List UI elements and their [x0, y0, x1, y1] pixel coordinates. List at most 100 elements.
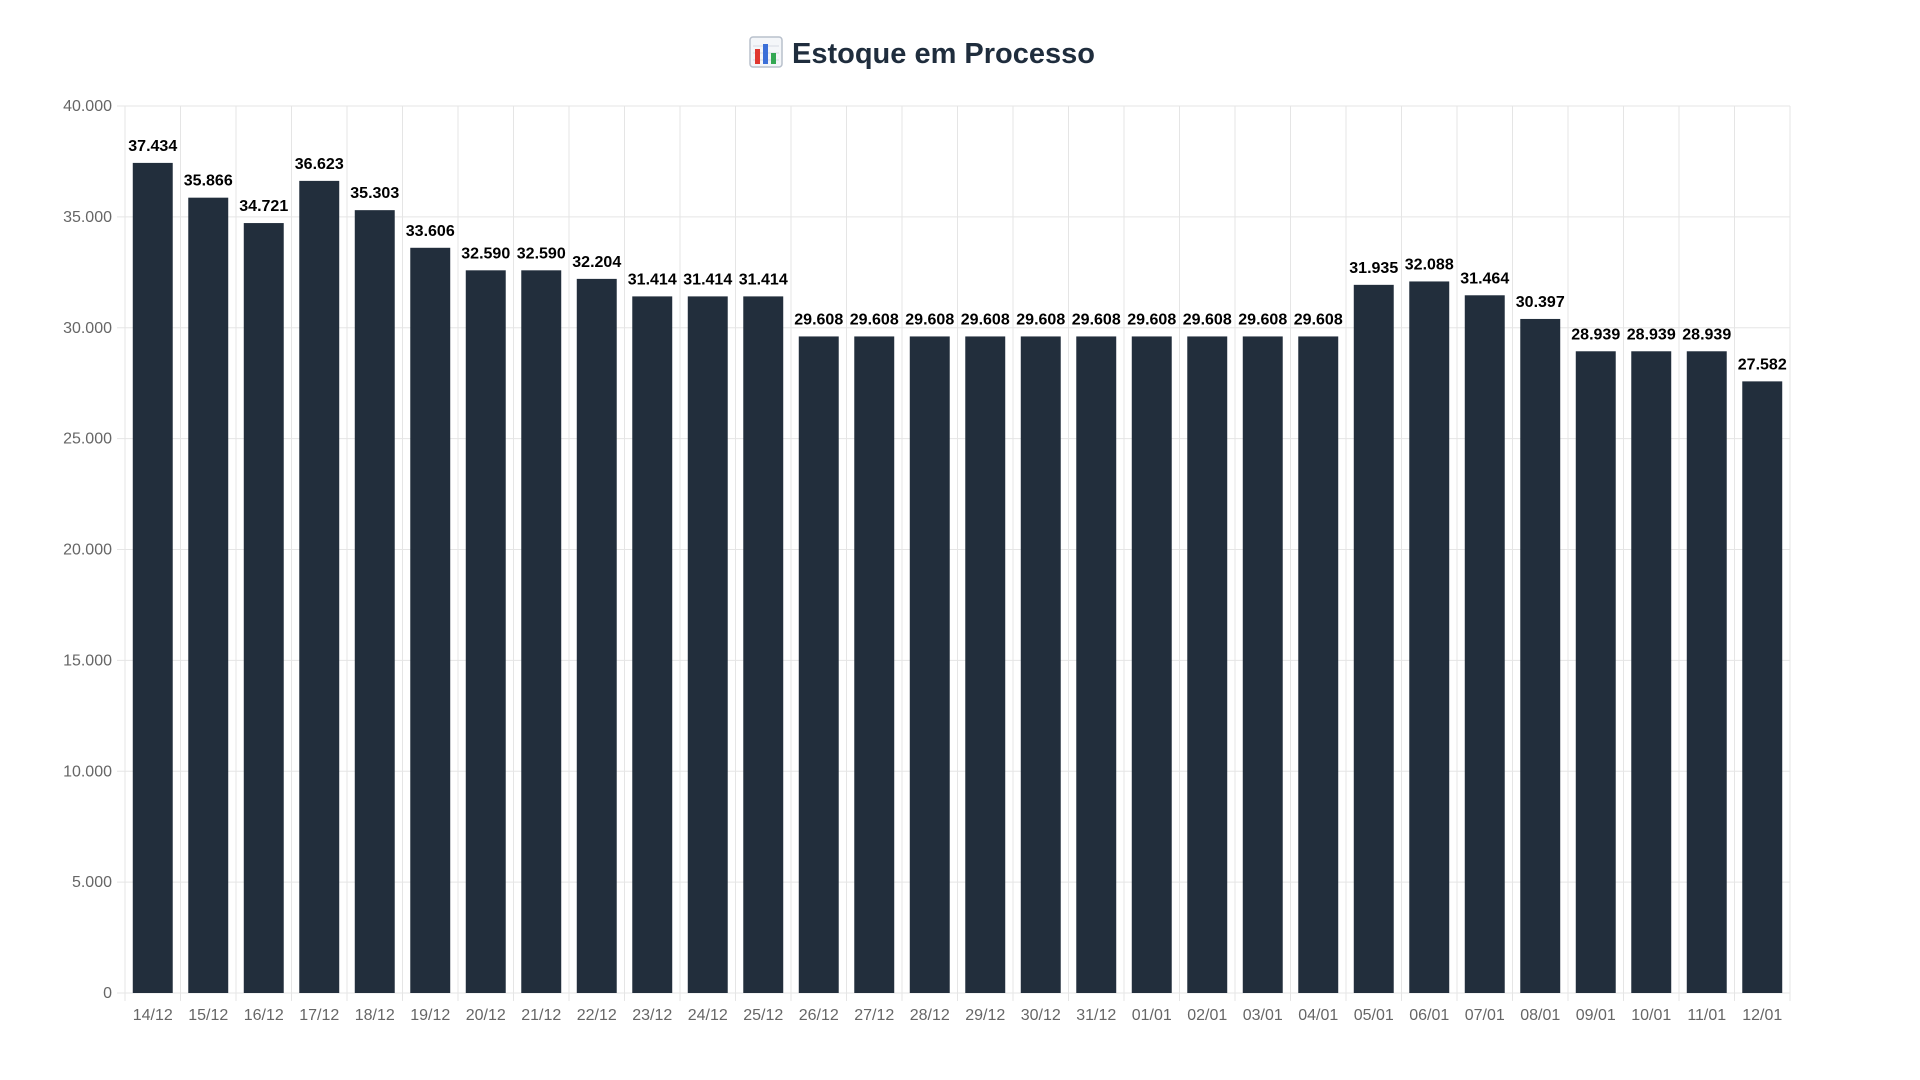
bar	[410, 247, 451, 993]
x-tick-label: 20/12	[466, 1007, 506, 1024]
bar-value-label: 28.939	[1627, 326, 1676, 343]
x-tick-label: 08/01	[1520, 1007, 1560, 1024]
bar-value-label: 35.303	[350, 185, 399, 202]
bars-layer	[132, 162, 1783, 994]
y-tick-label: 0	[103, 985, 112, 1002]
bar	[798, 336, 839, 993]
x-tick-label: 18/12	[355, 1007, 395, 1024]
bar-value-label: 29.608	[1127, 311, 1176, 328]
labels-layer: 0 5.000 10.000 15.000 20.000 25.000 30.000 35.0…	[63, 98, 1787, 1024]
bar	[854, 336, 895, 993]
bar	[1353, 284, 1394, 993]
x-tick-label: 05/01	[1354, 1007, 1394, 1024]
bar-value-label: 29.608	[1238, 311, 1287, 328]
bar-value-label: 29.608	[1294, 311, 1343, 328]
bar-value-label: 37.434	[128, 138, 177, 155]
chart-title: Estoque em Processo	[0, 36, 1844, 71]
x-tick-label: 01/01	[1132, 1007, 1172, 1024]
x-tick-label: 23/12	[632, 1007, 672, 1024]
bar-value-label: 32.204	[572, 254, 621, 271]
x-tick-label: 22/12	[577, 1007, 617, 1024]
y-tick-label: 20.000	[63, 542, 112, 559]
bar-value-label: 28.939	[1682, 326, 1731, 343]
x-tick-label: 14/12	[133, 1007, 173, 1024]
y-tick-label: 40.000	[63, 98, 112, 115]
bar	[465, 270, 506, 993]
bar-value-label: 32.088	[1405, 256, 1454, 273]
bar	[1020, 336, 1061, 993]
bar-value-label: 31.464	[1460, 270, 1509, 287]
x-tick-label: 02/01	[1187, 1007, 1227, 1024]
x-tick-label: 16/12	[244, 1007, 284, 1024]
bar-value-label: 31.414	[683, 271, 732, 288]
bar	[1242, 336, 1283, 993]
bar	[1631, 351, 1672, 993]
x-tick-label: 04/01	[1298, 1007, 1338, 1024]
bar-value-label: 29.608	[1016, 311, 1065, 328]
bar-value-label: 29.608	[961, 311, 1010, 328]
x-tick-label: 31/12	[1076, 1007, 1116, 1024]
bar	[299, 180, 340, 993]
bar-value-label: 28.939	[1571, 326, 1620, 343]
bar	[743, 296, 784, 994]
y-tick-label: 25.000	[63, 431, 112, 448]
bar	[132, 162, 173, 993]
bar	[1298, 336, 1339, 993]
y-tick-label: 35.000	[63, 209, 112, 226]
bar	[1464, 295, 1505, 994]
x-tick-label: 24/12	[688, 1007, 728, 1024]
x-tick-label: 03/01	[1243, 1007, 1283, 1024]
x-tick-label: 29/12	[965, 1007, 1005, 1024]
x-tick-label: 26/12	[799, 1007, 839, 1024]
x-tick-label: 25/12	[743, 1007, 783, 1024]
bar	[1409, 281, 1450, 993]
x-tick-label: 19/12	[410, 1007, 450, 1024]
bar-value-label: 31.935	[1349, 260, 1398, 277]
y-tick-label: 5.000	[72, 874, 112, 891]
chart-title-text: Estoque em Processo	[792, 38, 1095, 70]
bar	[188, 197, 229, 993]
y-tick-label: 15.000	[63, 652, 112, 669]
bar-value-label: 29.608	[850, 311, 899, 328]
bar-value-label: 31.414	[628, 271, 677, 288]
bar	[965, 336, 1006, 993]
bar-chart-icon	[749, 36, 783, 68]
bar	[1686, 351, 1727, 993]
bar	[521, 270, 562, 993]
bar	[576, 278, 617, 993]
bar	[1131, 336, 1172, 993]
y-tick-label: 10.000	[63, 763, 112, 780]
x-tick-label: 12/01	[1742, 1007, 1782, 1024]
x-tick-label: 30/12	[1021, 1007, 1061, 1024]
bar	[687, 296, 728, 994]
x-tick-label: 10/01	[1631, 1007, 1671, 1024]
bar-value-label: 33.606	[406, 223, 455, 240]
bar-value-label: 34.721	[239, 198, 288, 215]
x-tick-label: 06/01	[1409, 1007, 1449, 1024]
bar	[1520, 318, 1561, 993]
x-tick-label: 07/01	[1465, 1007, 1505, 1024]
bar	[1575, 351, 1616, 993]
bar-value-label: 27.582	[1738, 356, 1787, 373]
x-tick-label: 17/12	[299, 1007, 339, 1024]
y-tick-label: 30.000	[63, 320, 112, 337]
bar	[243, 223, 284, 993]
bar-value-label: 35.866	[184, 173, 233, 190]
bar-value-label: 29.608	[794, 311, 843, 328]
bar-value-label: 32.590	[461, 245, 510, 262]
bar-value-label: 29.608	[1072, 311, 1121, 328]
x-tick-label: 28/12	[910, 1007, 950, 1024]
x-tick-label: 11/01	[1687, 1007, 1726, 1024]
bar-value-label: 36.623	[295, 156, 344, 173]
bar	[1076, 336, 1117, 993]
bar-value-label: 29.608	[1183, 311, 1232, 328]
bar-value-label: 30.397	[1516, 294, 1565, 311]
bar-value-label: 29.608	[905, 311, 954, 328]
bar	[354, 210, 395, 993]
x-tick-label: 21/12	[521, 1007, 561, 1024]
bar	[909, 336, 950, 993]
x-tick-label: 09/01	[1576, 1007, 1616, 1024]
x-tick-label: 15/12	[188, 1007, 228, 1024]
x-tick-label: 27/12	[854, 1007, 894, 1024]
